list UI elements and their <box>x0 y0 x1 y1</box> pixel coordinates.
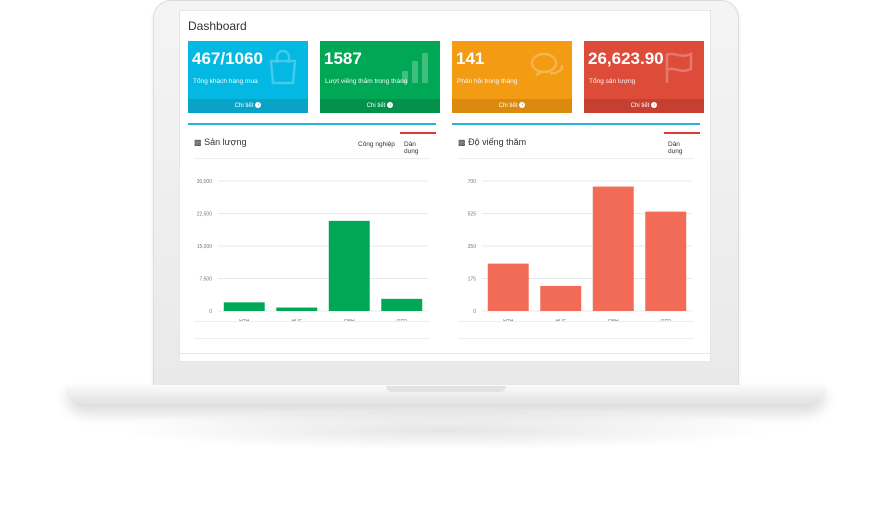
panel-title: ▩ Sản lượng <box>194 137 247 147</box>
y-tick-label: 15,000 <box>197 244 213 250</box>
arrow-circle-icon: › <box>387 102 394 109</box>
tab-residential[interactable]: Dân dụng <box>400 132 436 157</box>
divider <box>194 158 430 159</box>
y-tick-label: 175 <box>468 277 477 283</box>
inbox-icon: ▩ <box>458 138 466 147</box>
panel-title: ▩ Độ viếng thăm <box>458 137 526 147</box>
panel-title-text: Sản lượng <box>204 137 247 147</box>
x-tick-label: HUE <box>291 319 302 321</box>
laptop-base <box>65 385 827 407</box>
x-tick-label: HTH <box>239 319 250 321</box>
tile-label: Tổng khách hàng mua <box>193 78 258 85</box>
x-tick-label: QBH <box>608 319 619 321</box>
y-tick-label: 0 <box>473 309 476 315</box>
flag-icon <box>665 52 693 83</box>
bar-hue <box>276 307 318 311</box>
bar-hue <box>540 285 582 311</box>
tile-monthly-visits: 1587 Lượt viếng thăm trong tháng Chi tiế… <box>320 41 440 113</box>
bar-qbh <box>592 186 634 311</box>
divider <box>458 321 694 322</box>
tile-total-customers: 467/1060 Tổng khách hàng mua Chi tiết › <box>188 41 308 113</box>
tile-label: Tổng sản lượng <box>589 78 636 85</box>
y-tick-label: 350 <box>468 244 477 250</box>
x-tick-label: QTR <box>396 319 407 321</box>
tile-details-link[interactable]: Chi tiết › <box>188 99 308 113</box>
tile-details-link[interactable]: Chi tiết › <box>320 99 440 113</box>
divider <box>458 338 694 339</box>
y-tick-label: 700 <box>468 179 477 185</box>
laptop-screen: Dashboard 467/1060 Tổng khách hàng mua C… <box>179 10 711 362</box>
tab-industrial[interactable]: Công nghiệp <box>358 141 395 148</box>
inbox-icon: ▩ <box>194 138 202 147</box>
y-tick-label: 525 <box>468 212 477 218</box>
y-tick-label: 0 <box>209 309 212 315</box>
comments-icon <box>530 52 564 77</box>
bar-qtr <box>645 211 687 311</box>
tab-residential[interactable]: Dân dụng <box>664 132 700 157</box>
tile-footer-label: Chi tiết <box>498 103 518 109</box>
shopping-bag-icon <box>269 49 297 85</box>
y-tick-label: 22,500 <box>197 212 213 218</box>
tile-monthly-feedback: 141 Phản hồi trong tháng Chi tiết › <box>452 41 572 113</box>
divider <box>458 158 694 159</box>
y-tick-label: 7,500 <box>199 277 212 283</box>
bar-qbh <box>328 220 370 311</box>
y-tick-label: 30,000 <box>197 179 213 185</box>
tile-value: 26,623.90 <box>588 49 664 68</box>
tile-total-output: 26,623.90 Tổng sản lượng Chi tiết › <box>584 41 704 113</box>
tile-label: Phản hồi trong tháng <box>457 78 518 85</box>
tile-value: 141 <box>456 49 485 68</box>
divider <box>194 321 430 322</box>
x-tick-label: HTH <box>503 319 514 321</box>
divider <box>180 353 710 354</box>
bar-qtr <box>381 298 423 311</box>
arrow-circle-icon: › <box>519 102 526 109</box>
visits-bar-chart: 0 175 350 525 700 HTH HUE QBH QTR <box>468 179 692 321</box>
laptop-shadow <box>110 410 782 450</box>
tile-footer-label: Chi tiết <box>630 103 650 109</box>
panel-output: ▩ Sản lượng Công nghiệp Dân dụng 0 7,500 1… <box>188 123 436 353</box>
x-tick-label: QTR <box>660 319 671 321</box>
x-tick-label: HUE <box>555 319 566 321</box>
arrow-circle-icon: › <box>255 102 262 109</box>
output-bar-chart: 0 7,500 15,000 22,500 30,000 HTH HUE QBH QTR <box>197 179 428 321</box>
arrow-circle-icon: › <box>651 102 658 109</box>
tile-value: 467/1060 <box>192 49 263 68</box>
tile-label: Lượt viếng thăm trong tháng <box>325 78 408 85</box>
x-tick-label: QBH <box>344 319 355 321</box>
bar-chart-icon <box>402 53 428 83</box>
tile-footer-label: Chi tiết <box>366 103 386 109</box>
laptop-notch <box>386 386 506 392</box>
bar-hth <box>223 302 265 311</box>
bar-hth <box>487 263 529 311</box>
tile-footer-label: Chi tiết <box>234 103 254 109</box>
tile-value: 1587 <box>324 49 362 68</box>
divider <box>194 338 430 339</box>
panel-title-text: Độ viếng thăm <box>468 137 527 147</box>
tile-details-link[interactable]: Chi tiết › <box>584 99 704 113</box>
page-title: Dashboard <box>188 19 247 33</box>
panel-visits: ▩ Độ viếng thăm Dân dụng 0 175 350 525 700 HT… <box>452 123 700 353</box>
tile-details-link[interactable]: Chi tiết › <box>452 99 572 113</box>
